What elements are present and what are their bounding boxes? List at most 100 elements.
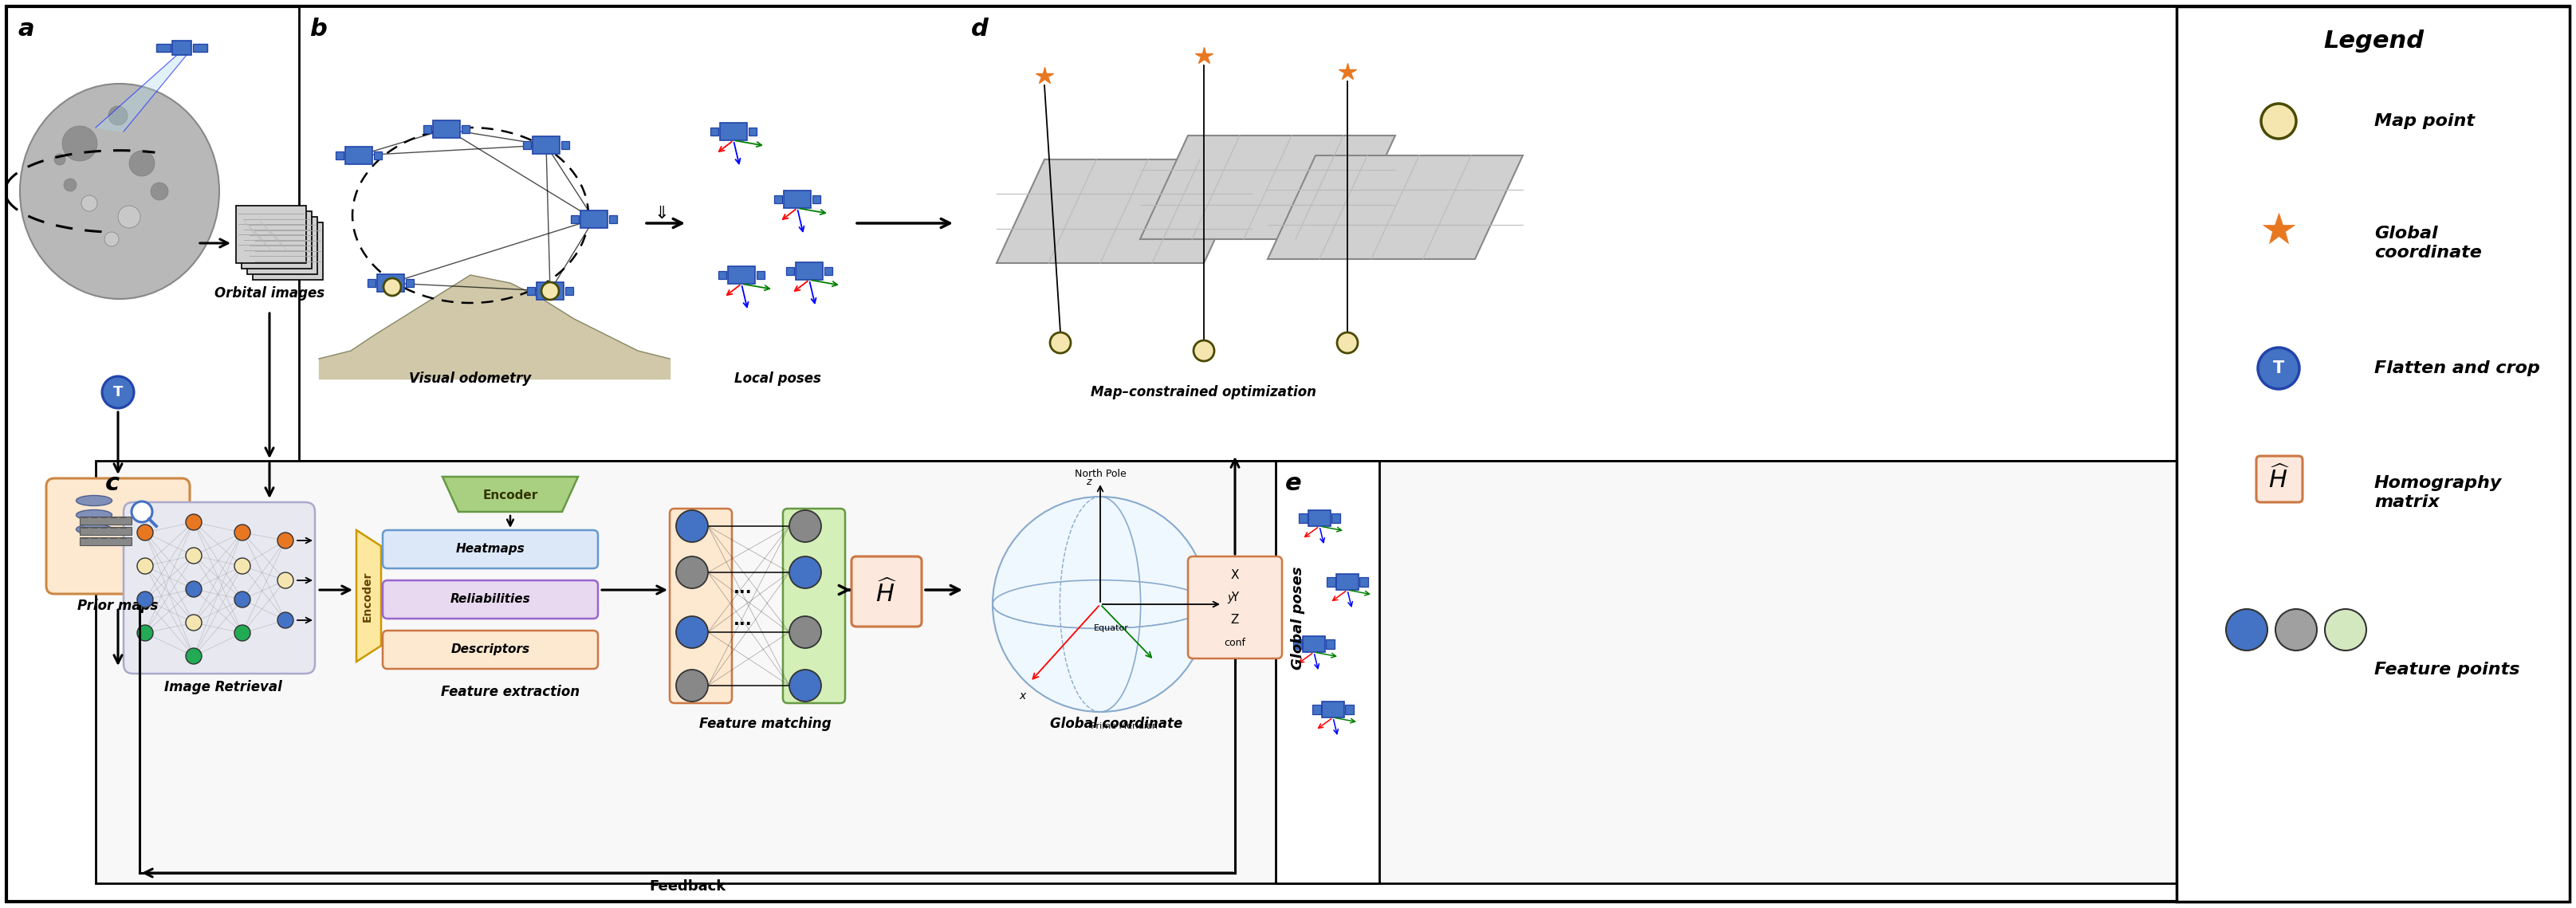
Text: Heatmaps: Heatmaps [456, 543, 526, 556]
Bar [80, 527, 131, 535]
Bar [2177, 6, 2571, 902]
Text: North Pole: North Pole [1074, 469, 1126, 479]
Text: b: b [309, 17, 327, 41]
Polygon shape [997, 160, 1252, 263]
Bar [1309, 510, 1332, 526]
Circle shape [118, 206, 139, 228]
Text: e: e [1285, 472, 1301, 495]
Bar [750, 127, 757, 135]
Bar [299, 6, 2177, 460]
Circle shape [278, 532, 294, 548]
Bar [1345, 705, 1355, 715]
Text: $\widehat{H}$: $\widehat{H}$ [876, 579, 896, 607]
Circle shape [82, 195, 98, 212]
Circle shape [234, 625, 250, 641]
Circle shape [675, 617, 708, 648]
Bar [1293, 639, 1301, 649]
Circle shape [185, 615, 201, 630]
Bar [1332, 513, 1340, 523]
FancyBboxPatch shape [124, 502, 314, 674]
Bar [729, 266, 755, 284]
Bar [1311, 705, 1321, 715]
Ellipse shape [77, 496, 111, 506]
Text: Flatten and crop: Flatten and crop [2375, 360, 2540, 376]
Text: ...: ... [734, 580, 752, 597]
Bar [562, 141, 569, 149]
Circle shape [1193, 340, 1213, 361]
Circle shape [129, 151, 155, 176]
FancyBboxPatch shape [783, 508, 845, 703]
Text: Image Retrieval: Image Retrieval [165, 680, 283, 695]
FancyBboxPatch shape [1188, 557, 1283, 658]
Circle shape [185, 648, 201, 664]
Bar [719, 271, 726, 279]
Bar [1298, 513, 1309, 523]
Circle shape [54, 153, 64, 165]
Bar [95, 460, 2177, 883]
Bar [608, 215, 618, 223]
Text: a: a [18, 17, 33, 41]
FancyBboxPatch shape [384, 530, 598, 568]
Bar [796, 262, 822, 280]
Circle shape [137, 525, 152, 540]
Text: Prior maps: Prior maps [77, 598, 157, 613]
Bar [433, 121, 461, 138]
Bar [1337, 574, 1358, 590]
Text: ⇓: ⇓ [654, 206, 670, 222]
Circle shape [137, 591, 152, 607]
Circle shape [137, 558, 152, 574]
Text: Descriptors: Descriptors [451, 644, 531, 656]
Text: T: T [113, 385, 124, 400]
Circle shape [2259, 348, 2300, 389]
Polygon shape [1141, 135, 1396, 239]
Ellipse shape [77, 524, 111, 535]
Bar [775, 195, 783, 203]
Circle shape [62, 126, 98, 161]
Circle shape [108, 106, 129, 125]
Bar [786, 267, 793, 275]
Bar [80, 538, 131, 546]
Polygon shape [1267, 155, 1522, 259]
Bar [1360, 577, 1368, 587]
Bar [242, 212, 312, 269]
Ellipse shape [21, 84, 219, 299]
Bar [374, 152, 381, 160]
Bar [461, 125, 469, 133]
Text: Global
coordinate: Global coordinate [2375, 226, 2481, 261]
Text: Encoder: Encoder [482, 490, 538, 502]
Bar [407, 279, 415, 287]
Text: $\widehat{H}$: $\widehat{H}$ [2269, 465, 2290, 493]
Bar [1327, 639, 1334, 649]
Circle shape [992, 497, 1208, 712]
Bar [811, 195, 819, 203]
FancyBboxPatch shape [384, 580, 598, 618]
Bar [533, 136, 559, 153]
Circle shape [675, 557, 708, 588]
Bar [719, 123, 747, 141]
Circle shape [234, 591, 250, 607]
Text: Feature matching: Feature matching [698, 716, 832, 731]
Circle shape [234, 525, 250, 540]
FancyBboxPatch shape [2257, 456, 2303, 502]
Circle shape [2326, 609, 2367, 650]
Bar [422, 125, 430, 133]
Circle shape [788, 557, 822, 588]
Text: Encoder: Encoder [363, 571, 374, 622]
Circle shape [64, 179, 77, 192]
Text: Global poses: Global poses [1291, 567, 1306, 669]
Circle shape [137, 625, 152, 641]
Circle shape [2226, 609, 2267, 650]
Bar [376, 274, 404, 291]
Circle shape [278, 612, 294, 628]
Text: Legend: Legend [2324, 30, 2424, 53]
Bar [173, 41, 191, 55]
FancyBboxPatch shape [670, 508, 732, 703]
Circle shape [234, 558, 250, 574]
Bar [1327, 577, 1334, 587]
Circle shape [278, 572, 294, 588]
Circle shape [131, 501, 152, 522]
Bar [80, 517, 131, 525]
Bar [1303, 637, 1324, 652]
Circle shape [384, 278, 402, 296]
Bar [757, 271, 765, 279]
